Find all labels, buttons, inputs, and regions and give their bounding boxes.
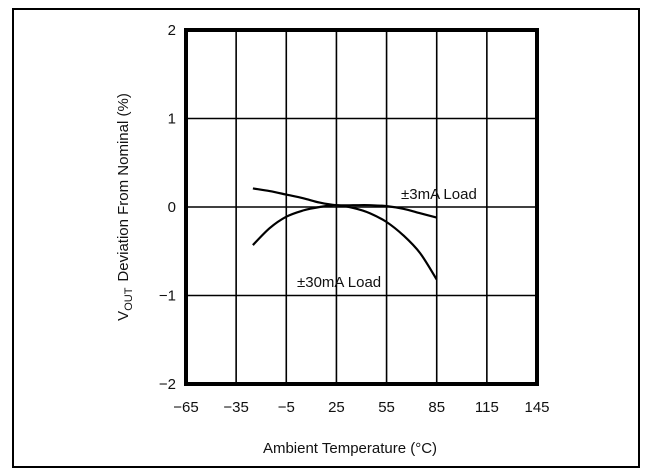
series-label-3ma: ±3mA Load: [401, 186, 477, 203]
y-tick-label: −2: [159, 376, 176, 393]
chart: −65 −35 −5 25 55 85 115 145 2 1 0 −1 −2 ±3mA Load ±…: [115, 22, 550, 457]
x-tick-label: 25: [328, 399, 345, 416]
y-axis-title-rest: Deviation From Nominal (%): [115, 93, 132, 281]
y-tick-label: 1: [168, 111, 176, 128]
y-axis-title: VOUT Deviation From Nominal (%): [115, 93, 135, 321]
x-tick-label: −65: [173, 399, 198, 416]
series-lines: [252, 187, 438, 281]
x-axis-title: Ambient Temperature (°C): [263, 440, 437, 457]
x-tick-labels: −65 −35 −5 25 55 85 115 145: [173, 399, 549, 416]
y-tick-label: −1: [159, 288, 176, 305]
y-tick-labels: 2 1 0 −1 −2: [159, 22, 176, 393]
y-tick-label: 2: [168, 22, 176, 39]
x-tick-label: −5: [278, 399, 295, 416]
x-tick-label: 85: [428, 399, 445, 416]
y-axis-title-v: V: [115, 311, 132, 321]
y-tick-label: 0: [168, 199, 176, 216]
x-tick-label: 145: [524, 399, 549, 416]
plot-border: [184, 28, 539, 386]
series-line-30ma: [252, 204, 438, 281]
series-label-30ma: ±30mA Load: [297, 274, 381, 291]
x-tick-label: 55: [378, 399, 395, 416]
y-axis-title-sub: OUT: [123, 287, 135, 311]
x-tick-label: 115: [475, 399, 499, 416]
grid: [186, 30, 537, 384]
x-tick-label: −35: [223, 399, 248, 416]
